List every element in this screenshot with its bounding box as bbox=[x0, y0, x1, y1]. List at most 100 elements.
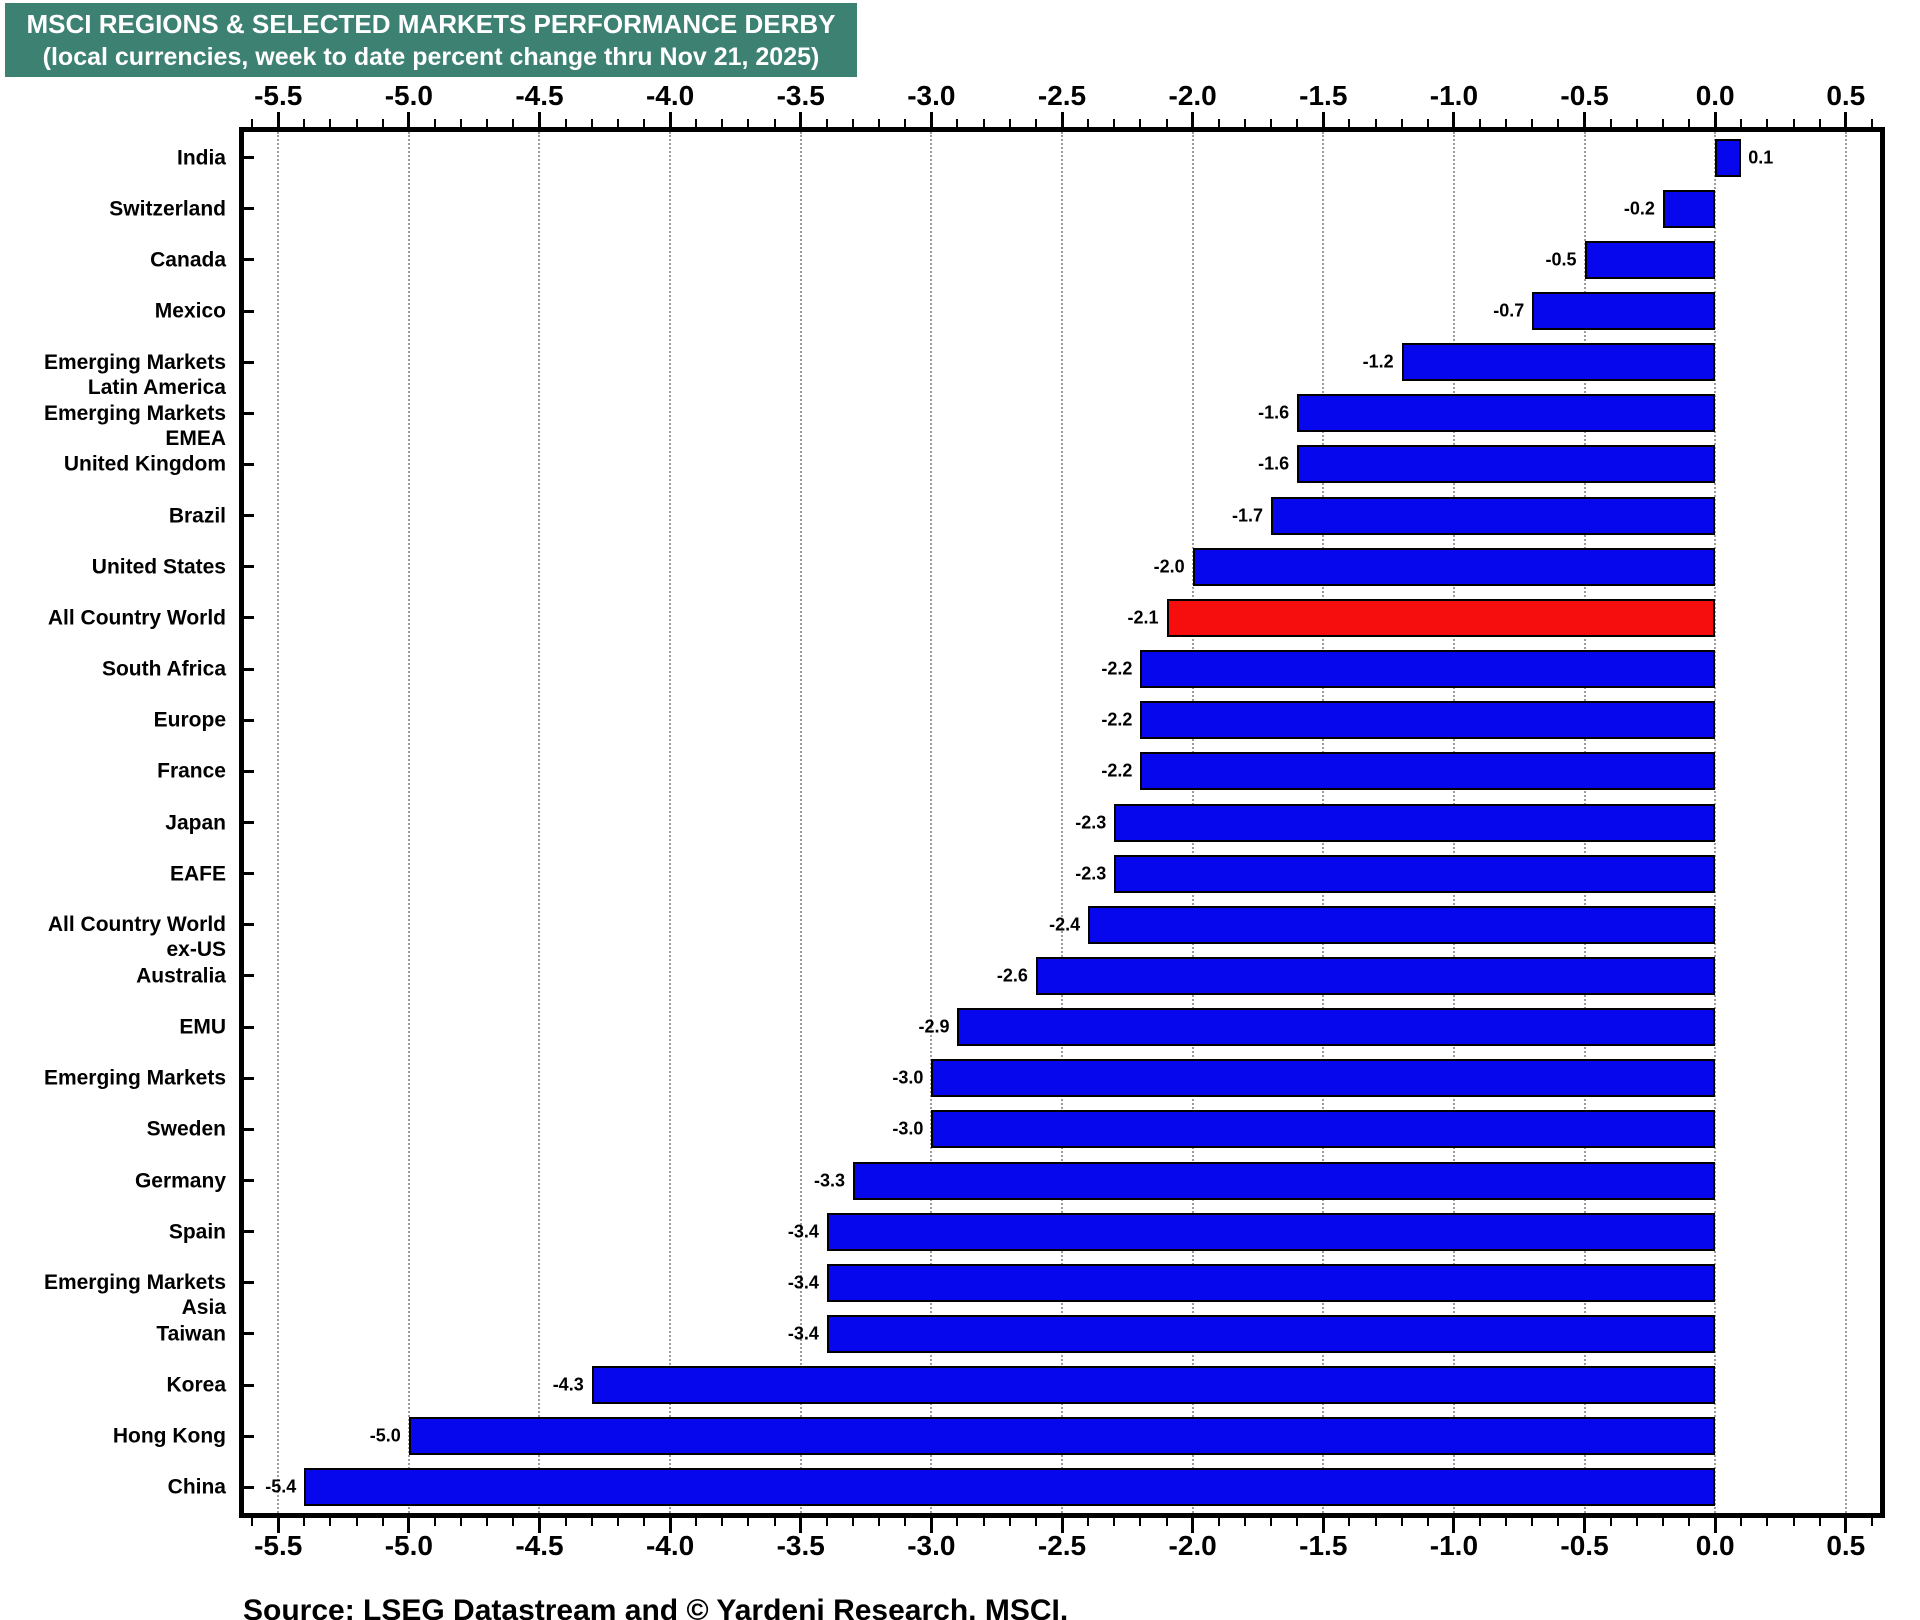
category-label-line: Canada bbox=[150, 248, 226, 272]
bar-value-label: -2.4 bbox=[1049, 914, 1081, 935]
minor-tick bbox=[1270, 119, 1273, 127]
bar-switzerland bbox=[1662, 189, 1716, 228]
major-tick bbox=[276, 1518, 280, 1533]
major-tick bbox=[407, 1518, 411, 1533]
category-label-france: France bbox=[157, 759, 226, 784]
x-tick-label: -2.0 bbox=[1168, 1530, 1217, 1561]
category-label-line: Switzerland bbox=[109, 197, 226, 221]
category-label-spain: Spain bbox=[169, 1219, 226, 1244]
bar-value-label: -3.0 bbox=[892, 1118, 924, 1139]
bar-value-label: -2.0 bbox=[1153, 556, 1185, 577]
category-label-line: EMU bbox=[179, 1015, 226, 1039]
category-label-line: All Country World bbox=[47, 913, 226, 937]
bar-korea bbox=[591, 1366, 1716, 1405]
bar-value-label: -3.3 bbox=[813, 1170, 845, 1191]
category-label-japan: Japan bbox=[165, 810, 226, 835]
minor-tick bbox=[564, 1518, 567, 1526]
minor-tick bbox=[564, 119, 567, 127]
minor-tick bbox=[512, 119, 515, 127]
bar-value-label: -0.2 bbox=[1623, 198, 1655, 219]
bar-value-label: -2.9 bbox=[918, 1016, 950, 1037]
bar-australia bbox=[1035, 956, 1716, 995]
major-tick bbox=[1060, 1518, 1064, 1533]
chart-subtitle: (local currencies, week to date percent … bbox=[42, 43, 820, 71]
category-tick bbox=[244, 1383, 254, 1387]
category-tick bbox=[244, 1332, 254, 1336]
minor-tick bbox=[590, 119, 593, 127]
minor-tick bbox=[1034, 1518, 1037, 1526]
major-tick bbox=[668, 1518, 672, 1533]
category-label-line: Emerging Markets bbox=[43, 401, 226, 425]
category-label-line: Sweden bbox=[146, 1117, 226, 1141]
bar-value-label: -2.1 bbox=[1127, 607, 1159, 628]
bar-value-label: -3.4 bbox=[787, 1221, 819, 1242]
category-label-line: Australia bbox=[136, 964, 226, 988]
category-tick bbox=[244, 1485, 254, 1489]
minor-tick bbox=[1635, 1518, 1638, 1526]
bar-value-label: -1.6 bbox=[1258, 453, 1290, 474]
x-tick-label: -5.0 bbox=[384, 80, 433, 111]
bar-europe bbox=[1140, 701, 1716, 740]
minor-tick bbox=[825, 119, 828, 127]
x-tick-label: -4.5 bbox=[515, 80, 564, 111]
minor-tick bbox=[878, 1518, 881, 1526]
category-label-korea: Korea bbox=[166, 1373, 226, 1398]
minor-tick bbox=[1243, 1518, 1246, 1526]
minor-tick bbox=[1400, 119, 1403, 127]
bar-value-label: -2.3 bbox=[1075, 863, 1107, 884]
category-tick bbox=[244, 718, 254, 722]
category-label-united-kingdom: United Kingdom bbox=[64, 452, 226, 477]
category-tick bbox=[244, 769, 254, 773]
major-tick bbox=[1321, 112, 1325, 127]
minor-tick bbox=[956, 119, 959, 127]
category-label-line: All Country World bbox=[47, 606, 226, 630]
bar-value-label: -3.0 bbox=[892, 1067, 924, 1088]
major-tick bbox=[1713, 112, 1717, 127]
category-label-line: Germany bbox=[134, 1169, 226, 1193]
minor-tick bbox=[982, 1518, 985, 1526]
gridline--2.5 bbox=[1061, 132, 1063, 1513]
major-tick bbox=[799, 112, 803, 127]
category-label-line: Brazil bbox=[168, 504, 226, 528]
minor-tick bbox=[1688, 1518, 1691, 1526]
major-tick bbox=[537, 112, 541, 127]
x-tick-label: -0.5 bbox=[1560, 80, 1609, 111]
minor-tick bbox=[1505, 1518, 1508, 1526]
gridline-0.5 bbox=[1844, 132, 1847, 1513]
gridline--3.0 bbox=[930, 132, 933, 1513]
x-tick-label: 0.0 bbox=[1695, 1530, 1735, 1561]
major-tick bbox=[1060, 112, 1064, 127]
bar-india bbox=[1715, 138, 1742, 177]
bar-value-label: -1.2 bbox=[1362, 351, 1394, 372]
major-tick bbox=[799, 1518, 803, 1533]
minor-tick bbox=[1139, 1518, 1142, 1526]
x-tick-label: -2.5 bbox=[1037, 80, 1087, 111]
category-tick bbox=[244, 1434, 254, 1438]
bar-united-kingdom bbox=[1297, 445, 1716, 484]
category-label-line: Emerging Markets bbox=[43, 350, 226, 374]
minor-tick bbox=[1400, 1518, 1403, 1526]
minor-tick bbox=[1479, 119, 1482, 127]
minor-tick bbox=[1479, 1518, 1482, 1526]
minor-tick bbox=[1635, 119, 1638, 127]
minor-tick bbox=[1426, 119, 1429, 127]
minor-tick bbox=[381, 1518, 384, 1526]
minor-tick bbox=[460, 119, 463, 127]
category-label-mexico: Mexico bbox=[155, 299, 226, 324]
category-tick bbox=[244, 1230, 254, 1234]
category-tick bbox=[244, 1281, 254, 1285]
x-tick-label: -3.5 bbox=[776, 1530, 825, 1561]
major-tick bbox=[276, 112, 280, 127]
bar-value-label: -5.4 bbox=[265, 1476, 297, 1497]
major-tick bbox=[1583, 1518, 1587, 1533]
category-label-line: Taiwan bbox=[156, 1322, 226, 1346]
minor-tick bbox=[251, 1518, 254, 1526]
minor-tick bbox=[1270, 1518, 1273, 1526]
minor-tick bbox=[1034, 119, 1037, 127]
plot-area: 0.1 -0.2 -0.5 -0.7 -1.2 -1.6 -1.6 -1.7 -2.0 -2.1 -… bbox=[239, 127, 1885, 1518]
minor-tick bbox=[590, 1518, 593, 1526]
category-label-line: Spain bbox=[168, 1220, 226, 1244]
category-tick bbox=[244, 974, 254, 978]
category-label-switzerland: Switzerland bbox=[109, 196, 226, 221]
x-tick-label: 0.0 bbox=[1695, 80, 1735, 111]
